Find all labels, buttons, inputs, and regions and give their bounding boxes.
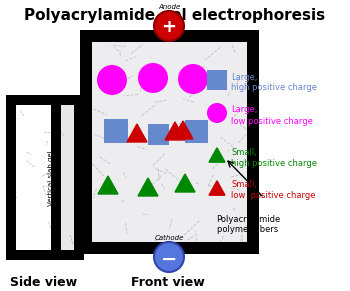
Text: low  positive charge: low positive charge	[231, 191, 315, 200]
Bar	[92, 42, 247, 242]
Text: Large,: Large,	[231, 72, 257, 81]
Circle shape	[207, 103, 227, 123]
Bar	[16, 105, 74, 250]
Polygon shape	[209, 148, 225, 162]
Bar	[16, 105, 51, 250]
Polygon shape	[165, 122, 185, 140]
Text: Side view: Side view	[10, 276, 78, 288]
Text: Polyacrylamide gel electrophoresis: Polyacrylamide gel electrophoresis	[25, 8, 326, 23]
Polygon shape	[127, 124, 147, 142]
Text: high positive charge: high positive charge	[231, 84, 317, 93]
Circle shape	[154, 242, 184, 272]
Text: Vertical slab gel
between two glass plates: Vertical slab gel between two glass plat…	[49, 134, 62, 222]
Text: high positive charge: high positive charge	[231, 159, 317, 168]
Text: +: +	[161, 18, 176, 36]
Polygon shape	[138, 178, 158, 196]
Bar	[6, 250, 84, 260]
Bar	[147, 123, 168, 145]
Text: Large,: Large,	[231, 106, 257, 114]
Polygon shape	[209, 181, 225, 195]
Text: low positive charge: low positive charge	[231, 116, 313, 125]
Text: Small,: Small,	[231, 148, 257, 157]
Circle shape	[97, 65, 127, 95]
Bar	[184, 120, 208, 143]
Bar	[80, 30, 259, 42]
Polygon shape	[175, 174, 195, 192]
Polygon shape	[173, 121, 193, 139]
Bar	[207, 70, 227, 90]
Bar	[6, 95, 16, 260]
Text: Front view: Front view	[131, 276, 205, 288]
Polygon shape	[98, 176, 118, 194]
Text: −: −	[161, 249, 177, 269]
Bar	[247, 42, 259, 242]
Circle shape	[178, 64, 208, 94]
Bar	[80, 242, 259, 254]
Circle shape	[154, 11, 184, 41]
Circle shape	[138, 63, 168, 93]
Bar	[6, 95, 84, 105]
Text: Polyacrylamide
polymer fibers: Polyacrylamide polymer fibers	[216, 215, 280, 234]
Bar	[74, 95, 84, 260]
Bar	[51, 105, 61, 250]
Text: Anode: Anode	[158, 4, 180, 10]
Text: Cathode: Cathode	[154, 235, 184, 241]
Text: Small,: Small,	[231, 180, 257, 189]
Bar	[80, 42, 92, 242]
Bar	[104, 119, 128, 143]
